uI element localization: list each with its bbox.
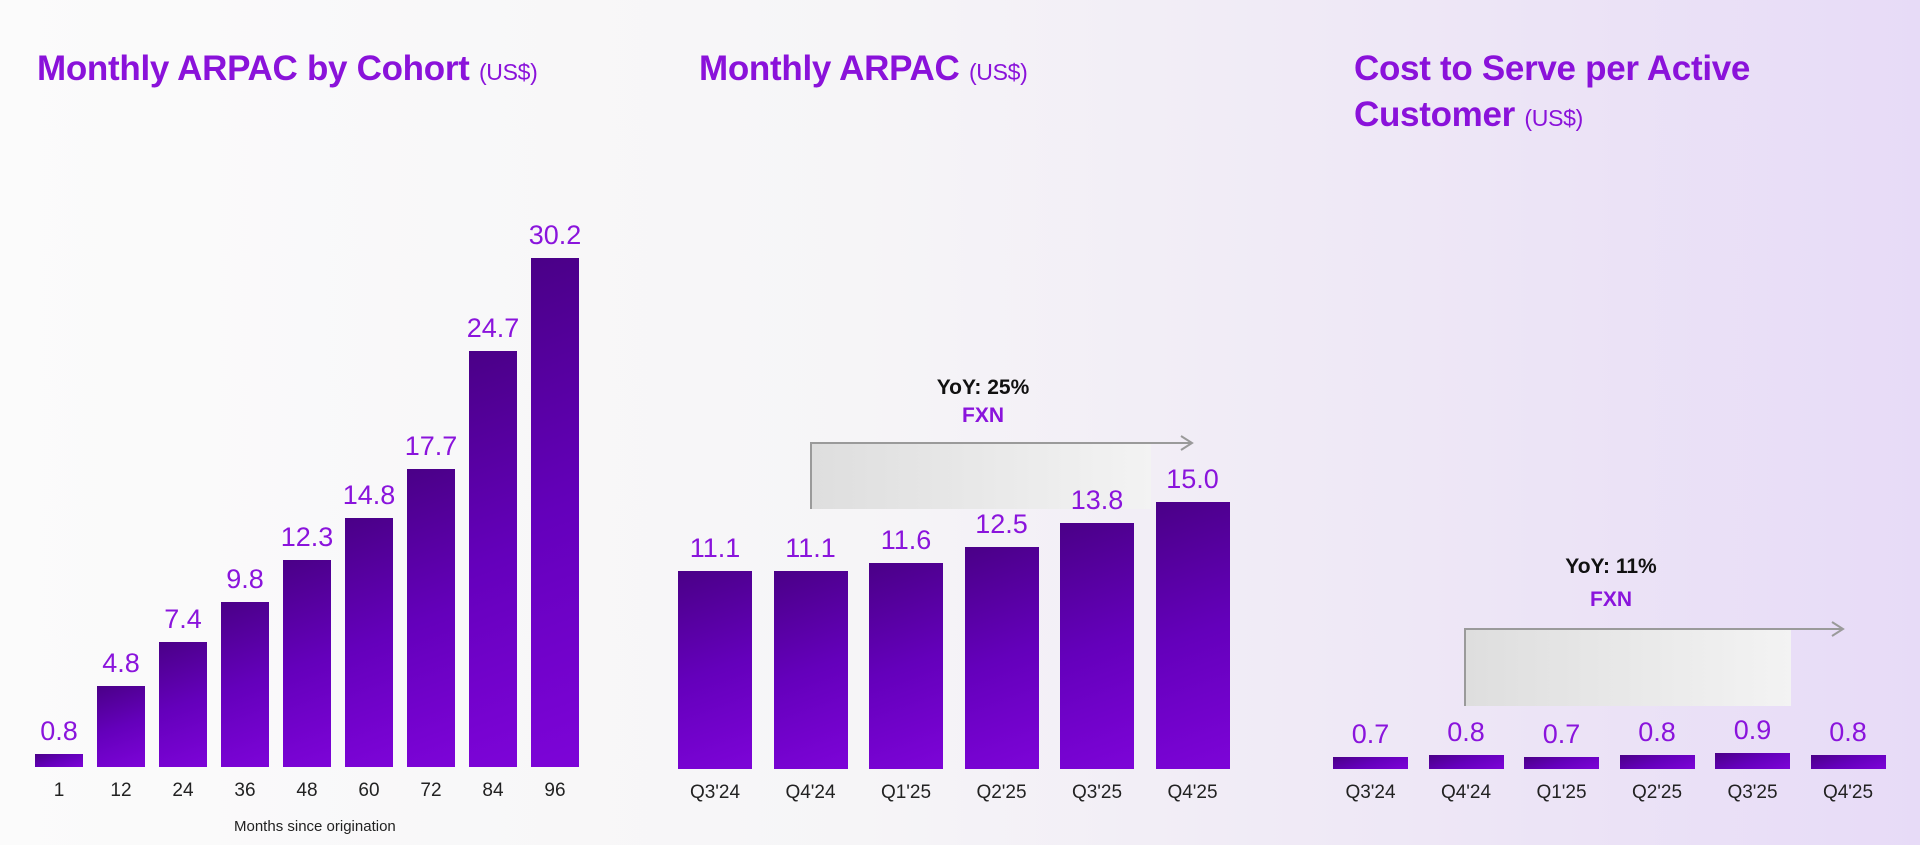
chart3-tick-label: Q3'25 <box>1727 782 1778 803</box>
chart1-tick-label: 24 <box>172 780 194 801</box>
chart2-tick-label: Q3'25 <box>1071 782 1123 803</box>
chart1-bar-72 <box>407 468 455 767</box>
chart1-bar-84 <box>469 350 517 767</box>
chart2-title: Monthly ARPAC (US$) <box>699 46 1028 95</box>
chart3-tick-label: Q2'25 <box>1631 782 1683 803</box>
chart1-bar-60 <box>345 517 393 767</box>
chart3-title: Cost to Serve per Active Customer (US$) <box>1354 46 1750 141</box>
chart3-yoy-band <box>1465 629 1791 706</box>
chart3-value-label: 0.9 <box>1733 714 1772 745</box>
chart1-xaxis-label: Months since origination <box>234 818 396 835</box>
chart1-bar-36 <box>221 601 269 767</box>
chart2-yoy-label: YoY: 25% <box>936 376 1030 399</box>
chart3-yoy-label: YoY: 11% <box>1565 555 1657 578</box>
chart1-bar-96 <box>531 258 579 767</box>
chart3-value-label: 0.8 <box>1829 716 1867 747</box>
chart2-bar-Q1'25 <box>869 562 943 769</box>
chart1-tick-label: 48 <box>296 780 318 801</box>
chart2-fxn-label: FXN <box>962 404 1004 427</box>
chart1-tick-label: 1 <box>53 780 65 801</box>
chart2-value-label: 11.1 <box>689 533 741 564</box>
chart3-title-line1: Cost to Serve per Active <box>1354 49 1751 88</box>
chart3-value-label: 0.7 <box>1351 718 1390 749</box>
chart1-value-label: 24.7 <box>466 312 520 343</box>
chart1-tick-label: 36 <box>234 780 256 801</box>
chart1-value-label: 30.2 <box>528 220 582 251</box>
chart2-yoy-band <box>811 443 1151 509</box>
chart1-value-label: 4.8 <box>102 648 140 679</box>
chart2-bar-Q4'24 <box>773 571 848 769</box>
chart2-bar-Q4'25 <box>1155 502 1230 769</box>
chart1-value-label: 0.8 <box>40 715 78 746</box>
chart2-tick-label: Q3'24 <box>689 782 741 803</box>
chart3-fxn-label: FXN <box>1590 588 1632 611</box>
chart2-bar-Q2'25 <box>964 546 1039 769</box>
chart3-tick-label: Q3'24 <box>1345 782 1396 803</box>
chart1-value-label: 7.4 <box>164 604 202 635</box>
chart1-title-text: Monthly ARPAC by Cohort <box>37 49 470 88</box>
chart1-tick-label: 72 <box>420 780 442 801</box>
chart1-bar-1 <box>35 753 83 767</box>
chart2-tick-label: Q4'25 <box>1167 782 1218 803</box>
chart2-bar-Q3'25 <box>1060 523 1134 769</box>
chart3-value-label: 0.8 <box>1638 716 1676 747</box>
chart2-value-label: 11.1 <box>785 533 836 564</box>
chart2-value-label: 12.5 <box>975 508 1028 539</box>
chart1-title: Monthly ARPAC by Cohort (US$) <box>37 46 538 95</box>
chart3-yoy-arrow <box>1464 621 1845 706</box>
chart1-value-label: 17.7 <box>404 430 458 461</box>
chart2-value-label: 11.6 <box>880 524 932 555</box>
chart1-value-label: 12.3 <box>280 521 334 552</box>
chart3-bar-Q4'25 <box>1810 754 1886 769</box>
chart1-bar-24 <box>159 642 207 767</box>
chart3-tick-label: Q4'25 <box>1822 782 1874 803</box>
chart2-title-text: Monthly ARPAC <box>699 49 960 88</box>
chart2-value-label: 13.8 <box>1070 485 1124 516</box>
chart3-bar-Q3'25 <box>1715 752 1790 769</box>
chart3-bar-Q3'24 <box>1333 756 1408 769</box>
chart1-tick-label: 84 <box>482 780 504 801</box>
chart3-unit: (US$) <box>1524 105 1583 131</box>
chart2-value-label: 15.0 <box>1166 464 1219 494</box>
chart1-unit: (US$) <box>478 59 538 85</box>
chart3-title-line2: Customer <box>1354 95 1515 134</box>
chart3-bar-Q1'25 <box>1524 756 1599 769</box>
chart3-tick-label: Q4'24 <box>1440 782 1492 803</box>
chart2-tick-label: Q1'25 <box>880 782 932 803</box>
chart2-bar-Q3'24 <box>678 571 752 769</box>
chart1-bar-48 <box>283 559 331 767</box>
chart1-value-label: 14.8 <box>342 479 396 510</box>
chart3-bar-Q2'25 <box>1619 754 1695 769</box>
chart2-tick-label: Q2'25 <box>976 782 1027 803</box>
chart2-tick-label: Q4'24 <box>785 782 836 803</box>
chart3-bar-Q4'24 <box>1428 754 1504 769</box>
chart3-value-label: 0.8 <box>1447 716 1485 747</box>
chart2-yoy-arrow <box>810 435 1194 509</box>
chart1-tick-label: 96 <box>544 780 566 801</box>
chart1-value-label: 9.8 <box>226 563 264 594</box>
chart3-tick-label: Q1'25 <box>1536 782 1587 803</box>
chart1-bar-12 <box>97 686 145 767</box>
chart3-value-label: 0.7 <box>1542 718 1581 749</box>
chart1-tick-label: 12 <box>110 780 132 801</box>
chart2-unit: (US$) <box>968 59 1028 85</box>
chart1-tick-label: 60 <box>358 780 380 801</box>
